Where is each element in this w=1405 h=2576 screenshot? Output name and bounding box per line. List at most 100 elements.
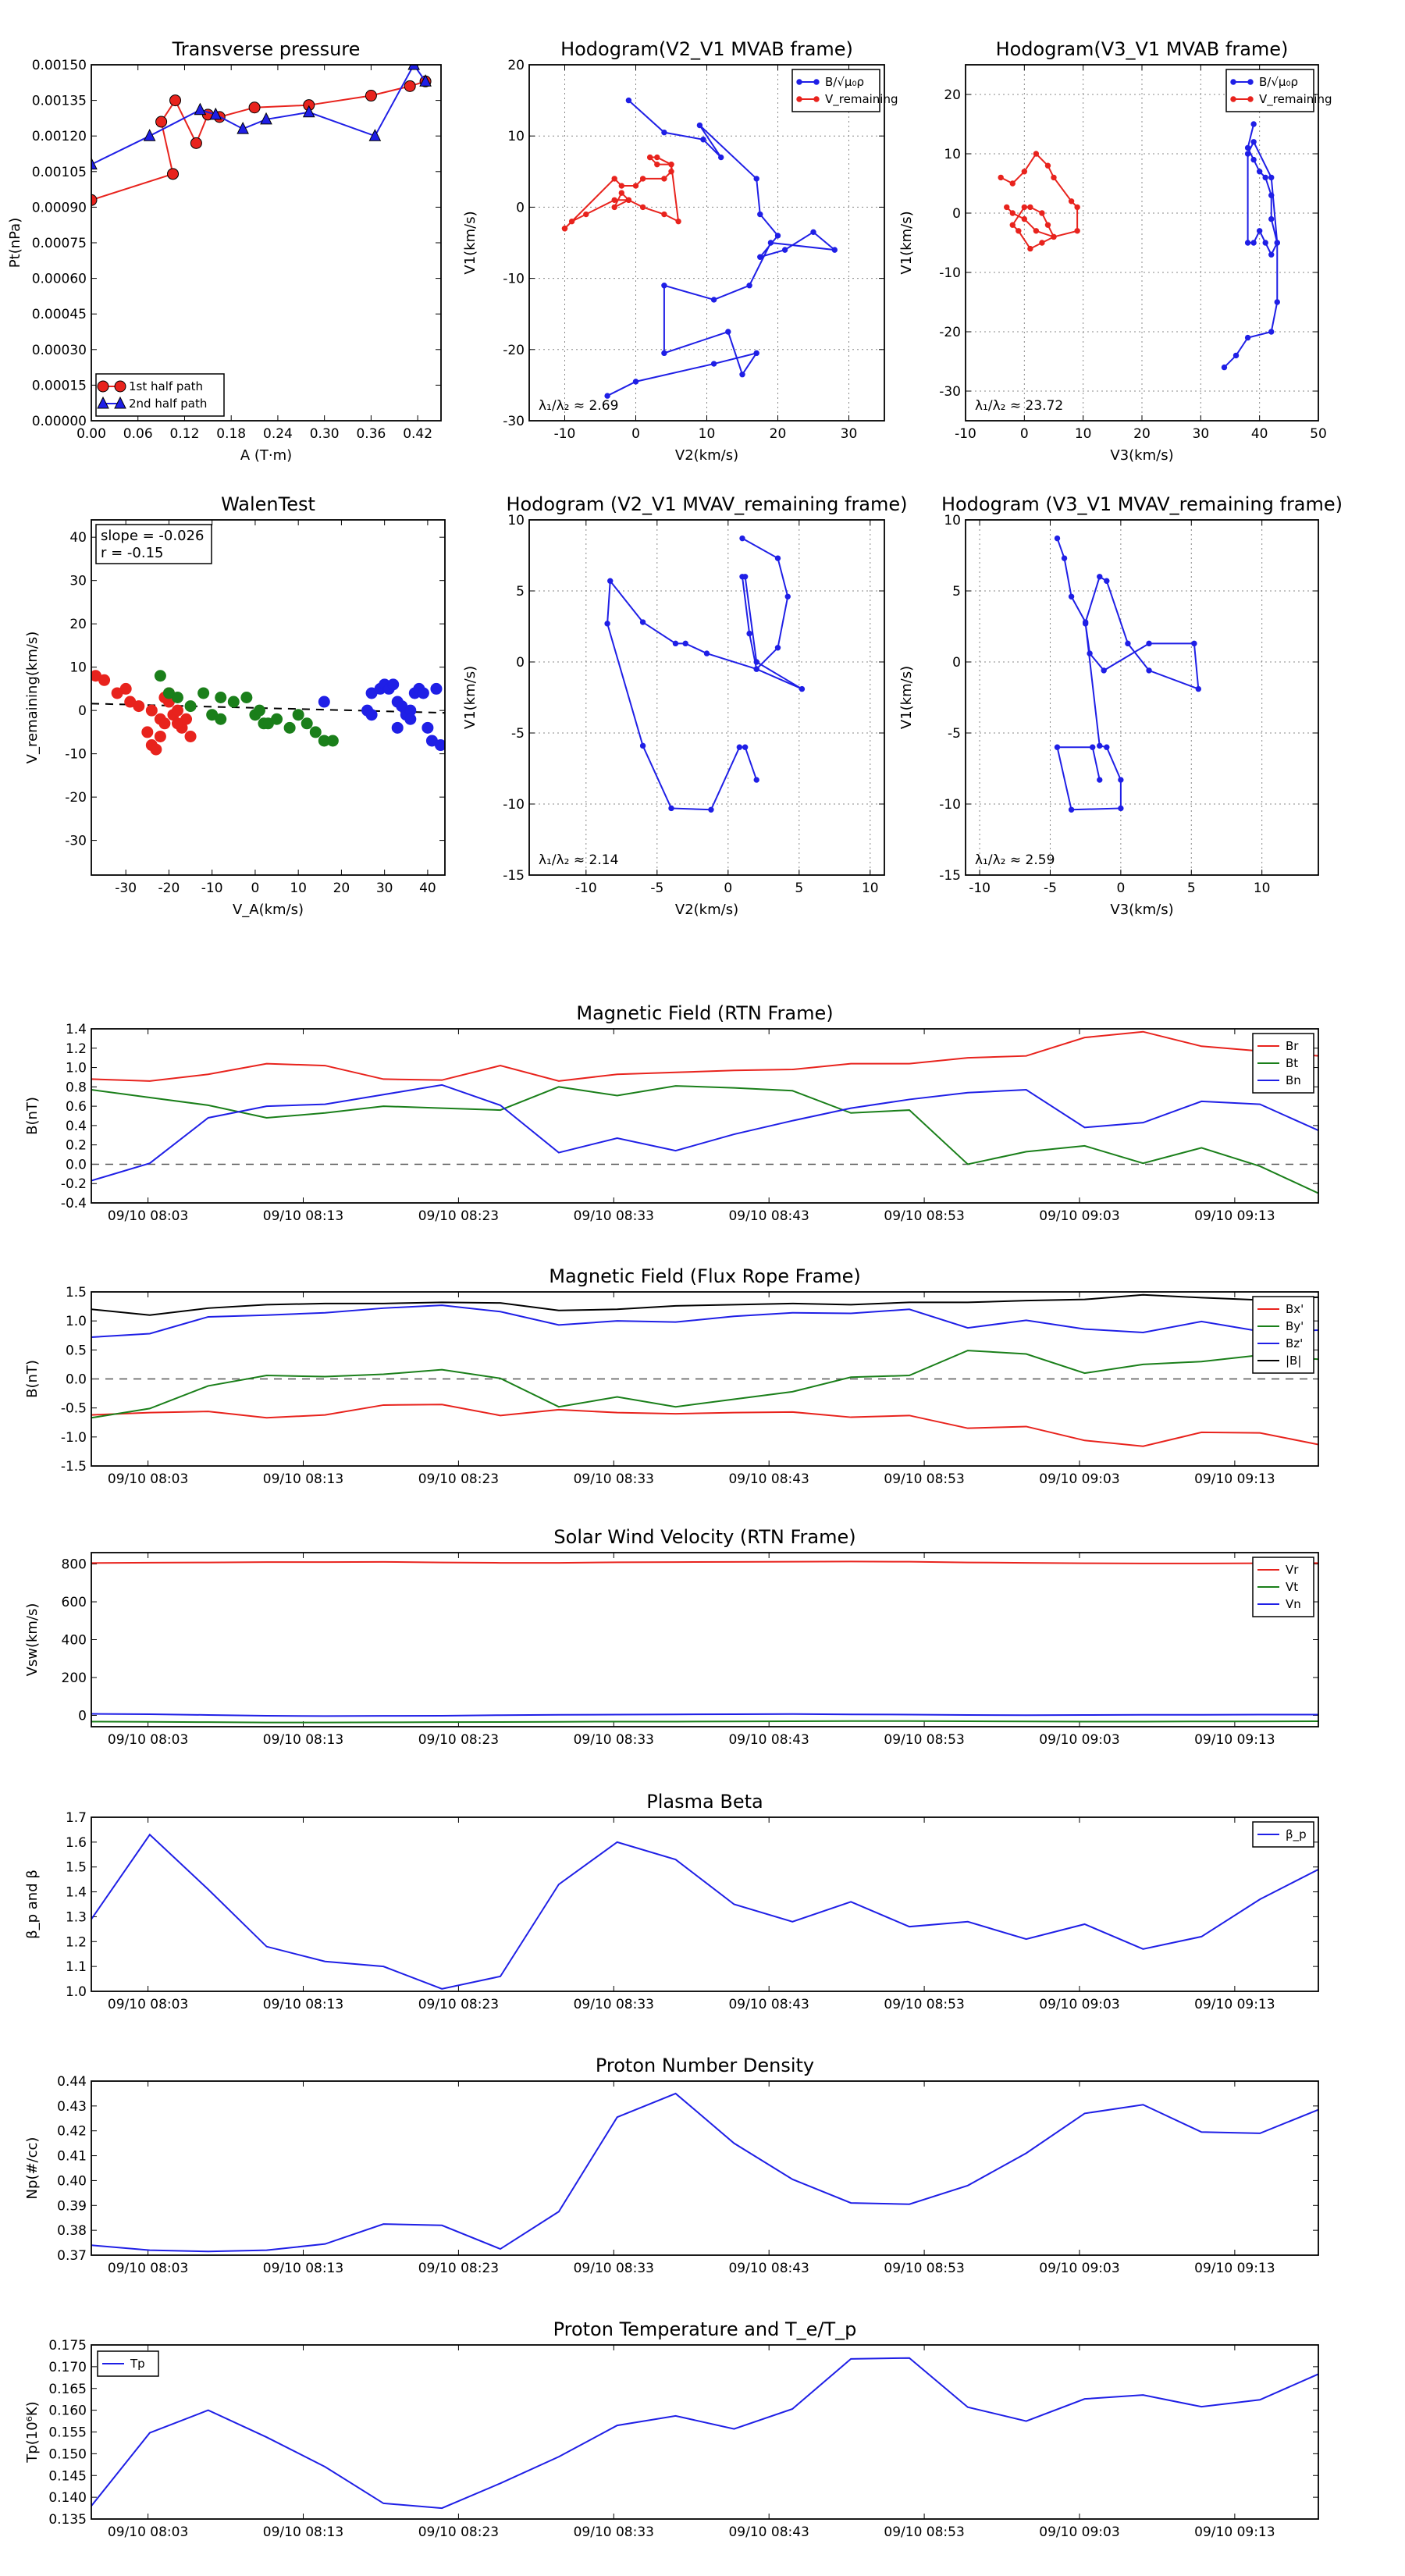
annotation-box [95,524,212,564]
x-tick-label: 09/10 08:23 [418,1208,499,1224]
y-tick-label: 0.165 [48,2382,87,2397]
y-tick-label: 0 [516,655,525,671]
x-tick-label: 09/10 08:43 [728,1208,809,1224]
legend-label: V_remaining [825,92,898,107]
data-point [1021,215,1028,222]
x-axis-label: V2(km/s) [675,902,738,918]
plot-frame [91,2080,1319,2256]
y-tick-label: 10 [944,513,961,528]
y-tick-label: -0.5 [61,1401,87,1417]
data-point [742,744,749,750]
x-tick-label: 0 [724,881,732,896]
y-tick-label: 0.00045 [32,307,87,322]
x-tick-label: -20 [158,881,180,896]
x-tick-label: -30 [115,881,137,896]
data-point [1009,210,1016,216]
y-tick-label: 10 [507,513,525,528]
series-line-Vn [91,1713,1318,1717]
x-tick-label: 0.36 [356,426,386,442]
x-tick-label: 09/10 08:03 [108,1732,188,1748]
x-tick-label: 09/10 09:13 [1194,1471,1275,1487]
legend-box [95,373,225,417]
y-tick-label: 0.41 [57,2149,87,2165]
scatter-point [404,713,417,725]
x-tick-label: 09/10 08:33 [574,1471,654,1487]
data-point [774,555,781,561]
x-tick-label: 20 [1133,426,1151,442]
data-point [1256,169,1263,175]
x-tick-label: 09/10 08:23 [418,1997,499,2012]
data-point [774,233,781,239]
chart-h1: Hodogram(V2_V1 MVAB frame) -10 0 10 20 30 -30 -… [462,38,898,464]
data-point [654,161,660,168]
scatter-point [197,687,210,699]
series-line-|B| [91,1293,1318,1316]
data-point [1009,222,1016,228]
annotation-text: slope = -0.026 [101,528,204,544]
data-point [742,574,749,580]
data-point [1118,777,1124,783]
scatter-point [391,721,404,734]
data-layer [91,1560,1318,1724]
x-tick-label: 09/10 09:13 [1194,1997,1275,2012]
y-tick-label: 0.43 [57,2099,87,2115]
data-point [1268,329,1275,335]
y-tick-label: -20 [939,325,961,340]
data-point [781,247,788,253]
chart-title: Proton Number Density [596,2055,814,2076]
x-tick-label: 09/10 09:03 [1039,1997,1119,2012]
y-tick-label: 0.4 [66,1119,87,1134]
y-tick-label: 0.150 [48,2446,87,2462]
data-point [1087,650,1093,656]
y-axis-label: B(nT) [24,1097,41,1135]
data-point [632,379,639,385]
data-point [757,211,763,218]
chart-rtn: Magnetic Field (RTN Frame) 09/10 08:03 09/… [24,1002,1319,1224]
data-point [1146,667,1152,674]
data-point [1074,228,1080,234]
series-line-Vt [91,1720,1318,1724]
legend: B/√μ₀ρ V_remaining [1225,69,1332,112]
data-point [1044,222,1051,228]
legend-marker [1247,79,1254,85]
data-layer [604,535,806,813]
x-tick-label: 09/10 08:33 [574,1997,654,2012]
chart-title: Proton Temperature and T_e/T_p [553,2318,857,2340]
data-point [611,204,617,211]
x-tick-label: 09/10 08:53 [884,1997,964,2012]
y-axis-label: Np(#/cc) [24,2137,41,2200]
series-line-Bz' [91,1304,1318,1338]
x-tick-label: 09/10 08:33 [574,1732,654,1748]
data-point [710,361,717,367]
chart-title: Plasma Beta [646,1791,763,1813]
scatter-point [318,696,330,708]
x-tick-label: 09/10 08:43 [728,2261,809,2276]
y-tick-label: 0.39 [57,2198,87,2214]
x-tick-label: 20 [770,426,787,442]
y-tick-label: -20 [503,343,525,358]
data-point [661,350,667,357]
y-tick-label: 20 [69,617,87,632]
data-point [757,254,763,260]
data-point [753,666,759,672]
data-point [1268,192,1275,198]
x-tick-label: 0.18 [216,426,246,442]
data-point [1268,251,1275,258]
y-tick-label: 0.145 [48,2468,87,2484]
data-point [1104,744,1110,750]
scatter-point [365,709,378,721]
scatter-point [171,692,183,703]
x-tick-label: -10 [955,426,976,442]
data-point [639,619,646,625]
legend-label: 2nd half path [129,397,207,411]
data-point [1004,204,1010,211]
data-point [799,685,806,692]
chart-beta: Plasma Beta 09/10 08:03 09/10 08:13 09/10 0… [24,1791,1319,2012]
legend: Br Bt Bn [1252,1033,1314,1094]
y-tick-label: -30 [65,834,87,849]
data-point [753,777,759,783]
legend-label: Bt [1286,1056,1298,1070]
x-tick-label: 09/10 08:13 [263,1208,343,1224]
data-point [1125,640,1131,647]
x-tick-label: 0 [1116,881,1125,896]
